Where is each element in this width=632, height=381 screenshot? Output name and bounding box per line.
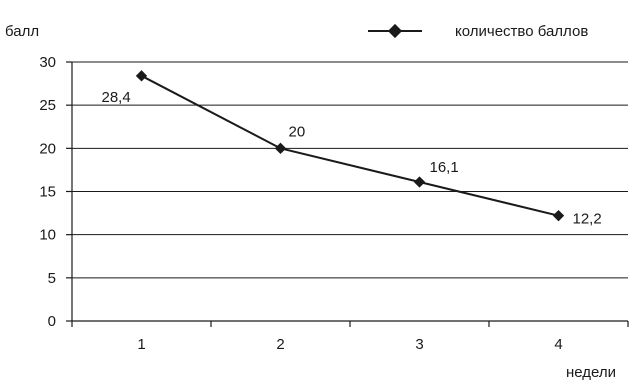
series-line <box>141 74 559 217</box>
gridlines <box>72 61 628 279</box>
data-label: 20 <box>289 123 306 140</box>
x-tick-label: 1 <box>137 336 145 353</box>
data-point-marker <box>552 210 565 222</box>
legend-marker <box>387 23 403 39</box>
legend-label: количество баллов <box>455 23 588 40</box>
data-point-marker <box>135 70 148 82</box>
data-point-marker <box>274 142 287 154</box>
x-tick-label: 2 <box>276 336 284 353</box>
x-tick-label: 3 <box>415 336 423 353</box>
x-axis-label: недели <box>566 364 616 381</box>
y-tick-label: 10 <box>39 227 56 244</box>
y-axis-ticks: 0 5 10 15 20 25 30 <box>39 54 72 330</box>
x-tick-label: 4 <box>554 336 562 353</box>
data-label: 12,2 <box>573 211 602 228</box>
data-label: 28,4 <box>102 89 131 106</box>
data-point-marker <box>413 176 426 188</box>
data-label: 16,1 <box>430 159 459 176</box>
y-axis-label: балл <box>5 23 39 40</box>
y-tick-label: 5 <box>48 270 56 287</box>
y-tick-label: 25 <box>39 97 56 114</box>
y-tick-label: 0 <box>48 313 56 330</box>
y-tick-label: 30 <box>39 54 56 71</box>
y-tick-label: 15 <box>39 184 56 201</box>
series-layer: 28,4 20 16,1 12,2 <box>102 70 602 228</box>
x-axis-ticks: 1 2 3 4 <box>71 321 629 353</box>
y-tick-label: 20 <box>39 140 56 157</box>
legend: количество баллов <box>368 23 588 40</box>
